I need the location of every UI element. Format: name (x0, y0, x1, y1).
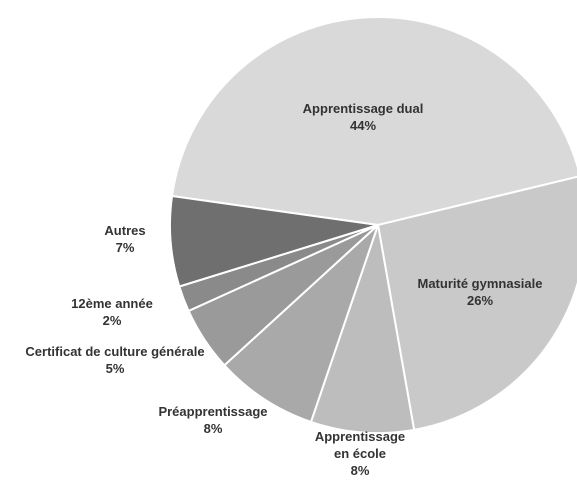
slice-label: Préapprentissage 8% (143, 403, 283, 437)
slice-label: Certificat de culture générale 5% (0, 343, 230, 377)
value-label: 7% (115, 240, 135, 255)
pie-slice (169, 194, 379, 288)
value-label: 8% (203, 421, 223, 436)
category-label: 12ème année (71, 296, 153, 311)
category-label: Certificat de culture générale (25, 344, 205, 359)
pie-slice (309, 224, 416, 434)
value-label: 8% (350, 463, 370, 478)
category-label: Apprentissage en école (314, 429, 406, 461)
category-label: Apprentissage dual (302, 101, 424, 116)
pie-slice (170, 16, 577, 227)
slice-label: Autres 7% (75, 222, 175, 256)
pie-slice (376, 175, 577, 431)
category-label: Maturité gymnasiale (417, 276, 543, 291)
slice-label: Apprentissage en école 8% (310, 428, 410, 479)
slice-label: 12ème année 2% (52, 295, 172, 329)
value-label: 26% (466, 293, 494, 308)
value-label: 5% (105, 361, 125, 376)
slice-label: Apprentissage dual 44% (263, 100, 463, 134)
value-label: 44% (349, 118, 377, 133)
slice-label: Maturité gymnasiale 26% (400, 275, 560, 309)
category-label: Autres (104, 223, 146, 238)
value-label: 2% (102, 313, 122, 328)
pie-slice (222, 224, 379, 424)
category-label: Préapprentissage (158, 404, 268, 419)
